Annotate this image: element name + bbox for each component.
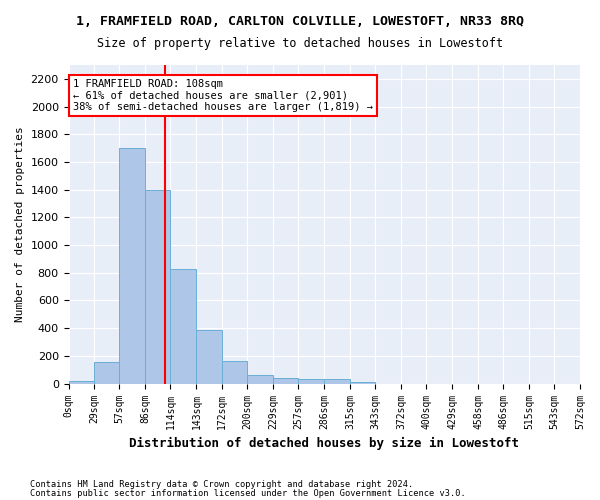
Text: 1, FRAMFIELD ROAD, CARLTON COLVILLE, LOWESTOFT, NR33 8RQ: 1, FRAMFIELD ROAD, CARLTON COLVILLE, LOW…: [76, 15, 524, 28]
Bar: [223, 361, 247, 384]
Bar: [273, 378, 298, 384]
Bar: [324, 380, 350, 384]
Y-axis label: Number of detached properties: Number of detached properties: [15, 126, 25, 322]
Bar: [247, 374, 273, 384]
Bar: [170, 268, 196, 384]
Text: 1 FRAMFIELD ROAD: 108sqm
← 61% of detached houses are smaller (2,901)
38% of sem: 1 FRAMFIELD ROAD: 108sqm ← 61% of detach…: [73, 79, 373, 112]
Text: Contains public sector information licensed under the Open Government Licence v3: Contains public sector information licen…: [30, 489, 466, 498]
Bar: [68, 381, 94, 384]
Bar: [350, 382, 375, 384]
Text: Contains HM Land Registry data © Crown copyright and database right 2024.: Contains HM Land Registry data © Crown c…: [30, 480, 413, 489]
Bar: [94, 362, 119, 384]
X-axis label: Distribution of detached houses by size in Lowestoft: Distribution of detached houses by size …: [129, 437, 519, 450]
Bar: [196, 330, 223, 384]
Bar: [298, 380, 324, 384]
Bar: [145, 190, 170, 384]
Text: Size of property relative to detached houses in Lowestoft: Size of property relative to detached ho…: [97, 38, 503, 51]
Bar: [119, 148, 145, 384]
